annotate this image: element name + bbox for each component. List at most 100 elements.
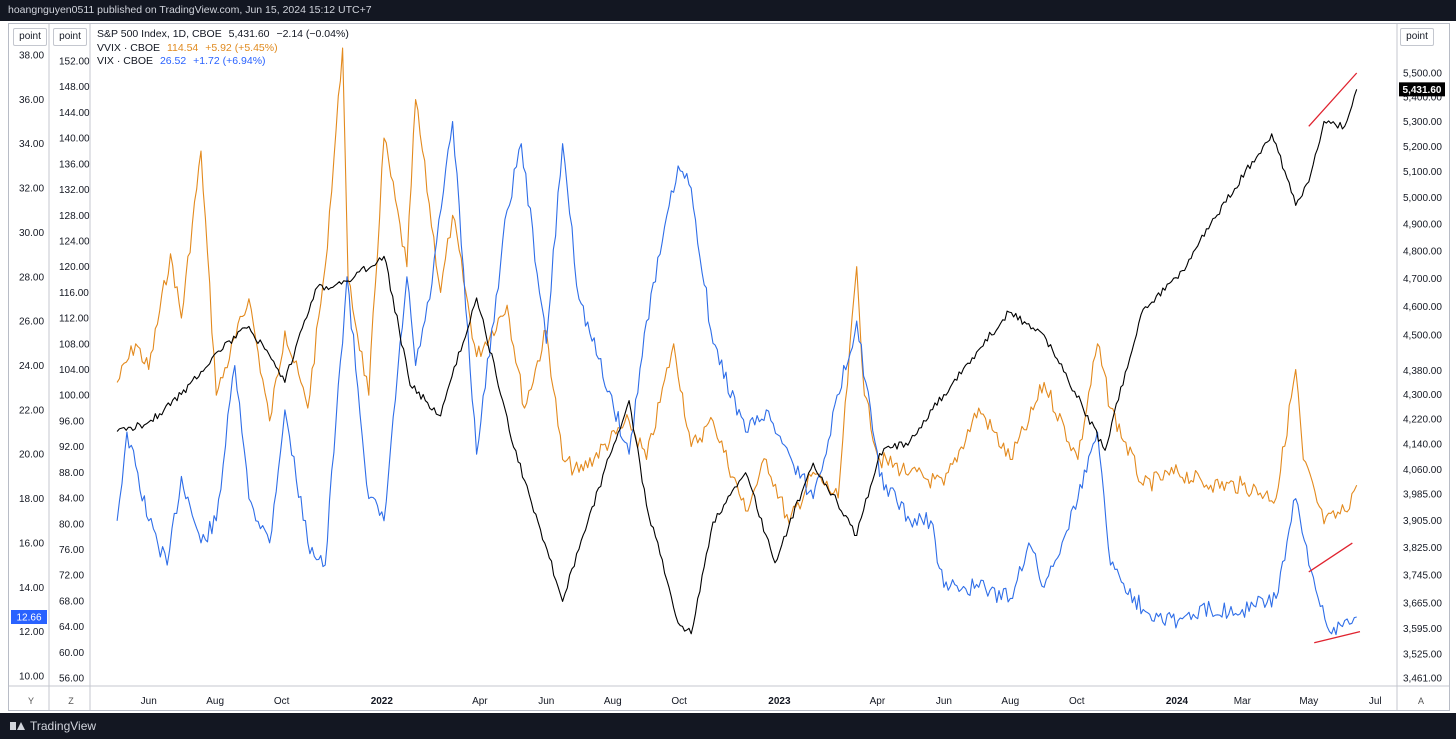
vix-tick-label: 20.00: [19, 450, 44, 461]
time-tick-label: Apr: [870, 696, 886, 707]
spx-tick-label: 3,985.00: [1403, 489, 1442, 500]
tradingview-logo-icon: [10, 722, 25, 730]
vix-tick-label: 32.00: [19, 184, 44, 195]
spx-trend-line: [1308, 72, 1358, 127]
time-tick-label: 2023: [768, 696, 791, 707]
vix-tick-label: 18.00: [19, 494, 44, 505]
time-tick-label: May: [1299, 696, 1318, 707]
chart-svg[interactable]: 38.00 36.00 34.00 32.00 30.00 28.00 26.00 24.00…: [9, 24, 1449, 710]
spx-last-badge: [1399, 82, 1445, 97]
vvix-tick-label: 116.00: [59, 288, 89, 299]
vvix-tick-label: 112.00: [59, 314, 89, 325]
vix-tick-label: 30.00: [19, 228, 44, 239]
vix-axis: 38.00 36.00 34.00 32.00 30.00 28.00 26.00 24.00…: [19, 51, 44, 683]
spx-tick-label: 4,800.00: [1403, 246, 1442, 257]
time-tick-label: Aug: [1001, 696, 1019, 707]
spx-tick-label: 4,380.00: [1403, 366, 1442, 377]
spx-tick-label: 5,500.00: [1403, 69, 1442, 80]
vix-tick-label: 28.00: [19, 272, 44, 283]
spx-tick-label: 5,300.00: [1403, 117, 1442, 128]
time-tick-label: Jun: [141, 696, 157, 707]
spx-tick-label: 4,500.00: [1403, 331, 1442, 342]
vvix-tick-label: 104.00: [59, 365, 90, 376]
vvix-tick-label: 68.00: [59, 596, 84, 607]
left-scale-label-2[interactable]: point: [53, 28, 87, 46]
vvix-tick-label: 152.00: [59, 57, 90, 68]
vvix-tick-label: 56.00: [59, 674, 84, 685]
spx-tick-label: 4,300.00: [1403, 390, 1442, 401]
vvix-tick-label: 92.00: [59, 442, 84, 453]
vix-tick-label: 38.00: [19, 51, 44, 62]
spx-tick-label: 4,900.00: [1403, 219, 1442, 230]
vvix-axis: 152.00 148.00 144.00 140.00 136.00 132.00 128.…: [59, 57, 90, 685]
vvix-tick-label: 140.00: [59, 134, 90, 145]
auto-scale-button[interactable]: A: [1417, 696, 1424, 706]
vix-tick-label: 24.00: [19, 361, 44, 372]
vvix-trend-line: [1308, 542, 1353, 573]
vvix-tick-label: 76.00: [59, 545, 84, 556]
time-tick-label: Oct: [671, 696, 687, 707]
spx-tick-label: 3,905.00: [1403, 516, 1442, 527]
vvix-line: [116, 47, 1358, 525]
publish-info: hoangnguyen0511 published on TradingView…: [8, 4, 372, 16]
vix-tick-label: 22.00: [19, 405, 44, 416]
time-tick-label: Jun: [936, 696, 952, 707]
vix-tick-label: 14.00: [19, 583, 44, 594]
vvix-tick-label: 144.00: [59, 108, 90, 119]
vix-tick-label: 36.00: [19, 95, 44, 106]
vix-last-badge-text: 12.66: [16, 613, 41, 624]
legend-spx-name: S&P 500 Index, 1D, CBOE: [97, 28, 222, 40]
legend-vix-value: 26.52: [159, 55, 187, 67]
vix-last-badge: [11, 610, 47, 625]
time-tick-label: Jun: [538, 696, 554, 707]
tradingview-footer: TradingView: [0, 713, 1456, 739]
spx-tick-label: 3,665.00: [1403, 599, 1442, 610]
time-tick-label: Oct: [274, 696, 290, 707]
vvix-tick-label: 80.00: [59, 519, 84, 530]
legend-vvix-change: +5.92 (+5.45%): [205, 42, 278, 54]
vix-tick-label: 10.00: [19, 672, 44, 683]
time-tick-label: 2024: [1166, 696, 1189, 707]
vix-line: [116, 120, 1357, 636]
vvix-tick-label: 132.00: [59, 185, 90, 196]
spx-tick-label: 3,461.00: [1403, 674, 1442, 685]
time-tick-label: Oct: [1069, 696, 1085, 707]
chart-frame: 38.00 36.00 34.00 32.00 30.00 28.00 26.00 24.00…: [8, 23, 1450, 711]
spx-tick-label: 3,825.00: [1403, 543, 1442, 554]
time-tick-label: Mar: [1234, 696, 1252, 707]
spx-tick-label: 4,700.00: [1403, 274, 1442, 285]
spx-tick-label: 5,000.00: [1403, 193, 1442, 204]
time-tick-label: Aug: [604, 696, 622, 707]
vvix-tick-label: 128.00: [59, 211, 90, 222]
vvix-tick-label: 64.00: [59, 622, 84, 633]
spx-tick-label: 5,100.00: [1403, 167, 1442, 178]
spx-tick-label: 4,060.00: [1403, 465, 1442, 476]
legend-vvix-name: VVIX · CBOE: [97, 42, 161, 54]
spx-tick-label: 4,220.00: [1403, 415, 1442, 426]
spx-tick-label: 4,140.00: [1403, 440, 1442, 451]
left-scale-label-1[interactable]: point: [13, 28, 47, 46]
vvix-tick-label: 120.00: [59, 262, 90, 273]
legend-spx-value: 5,431.60: [228, 28, 270, 40]
legend-spx: S&P 500 Index, 1D, CBOE 5,431.60 −2.14 (…: [97, 28, 349, 40]
spx-tick-label: 3,525.00: [1403, 650, 1442, 661]
spx-tick-label: 5,400.00: [1403, 92, 1442, 103]
vvix-tick-label: 148.00: [59, 82, 90, 93]
log-scale-button[interactable]: Y: [27, 696, 34, 706]
legend-spx-change: −2.14 (−0.04%): [276, 28, 349, 40]
vix-trend-line: [1314, 631, 1361, 644]
right-scale-label[interactable]: point: [1400, 28, 1434, 46]
legend-vix-name: VIX · CBOE: [97, 55, 154, 67]
spx-tick-label: 5,200.00: [1403, 142, 1442, 153]
vix-tick-label: 34.00: [19, 139, 44, 150]
legend-vix: VIX · CBOE 26.52 +1.72 (+6.94%): [97, 55, 266, 67]
vvix-tick-label: 72.00: [59, 571, 84, 582]
vvix-tick-label: 96.00: [59, 416, 84, 427]
spx-tick-label: 3,745.00: [1403, 570, 1442, 581]
zoom-button[interactable]: Z: [68, 696, 74, 706]
vix-tick-label: 26.00: [19, 317, 44, 328]
spx-line: [116, 89, 1358, 635]
vix-tick-label: 16.00: [19, 538, 44, 549]
vvix-tick-label: 136.00: [59, 159, 90, 170]
legend-vix-change: +1.72 (+6.94%): [193, 55, 266, 67]
